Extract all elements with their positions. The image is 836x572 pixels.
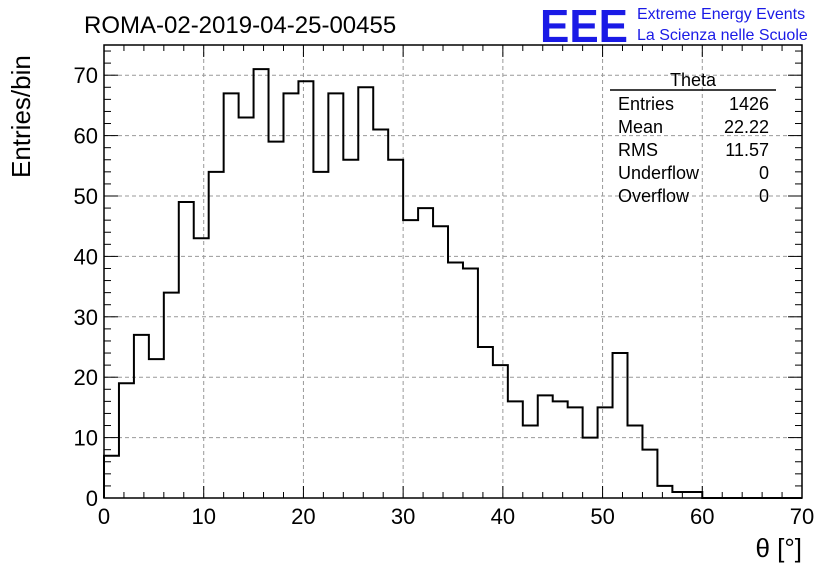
logo-line-2: La Scienza nelle Scuole: [637, 27, 808, 44]
grid: [104, 45, 802, 498]
histogram-bin: [388, 160, 403, 498]
histogram-bin: [642, 450, 657, 498]
histogram-bin: [628, 426, 643, 498]
histogram-bin: [583, 438, 598, 498]
histogram-bin: [179, 202, 194, 498]
histogram-bin: [119, 383, 134, 498]
histogram-bin: [523, 426, 538, 498]
histogram-bin: [164, 293, 179, 498]
chart-title: ROMA-02-2019-04-25-00455: [84, 12, 396, 39]
histogram-bin: [418, 208, 433, 498]
histogram-bin: [194, 238, 209, 498]
stats-label: Overflow: [618, 186, 690, 206]
histogram-bin: [538, 395, 553, 498]
histogram-bin: [508, 401, 523, 498]
y-tick-label: 30: [74, 305, 98, 330]
histogram-bin: [657, 486, 672, 498]
y-tick-label: 60: [74, 124, 98, 149]
x-tick-label: 50: [590, 504, 614, 529]
stats-value: 0: [759, 163, 769, 183]
x-tick-label: 70: [790, 504, 814, 529]
histogram-bin: [149, 359, 164, 498]
y-tick-label: 70: [74, 63, 98, 88]
histogram-bin: [373, 130, 388, 498]
stats-label: Underflow: [618, 163, 700, 183]
y-tick-label: 10: [74, 426, 98, 451]
stats-label: Mean: [618, 117, 663, 137]
histogram-bin: [598, 407, 613, 498]
x-tick-label: 60: [690, 504, 714, 529]
stats-box-title: Theta: [670, 70, 717, 90]
histogram-bin: [343, 160, 358, 498]
histogram-bin: [553, 401, 568, 498]
histogram-bin: [224, 93, 239, 498]
histogram-bin: [328, 93, 343, 498]
histogram-bin: [463, 268, 478, 498]
x-tick-label: 30: [391, 504, 415, 529]
tick-labels: 0 10 20 30 40 50 60 70 0 10 20 30 40 50 60 70: [74, 63, 815, 529]
stats-box: Theta Entries 1426 Mean 22.22 RMS 11.57 Underf…: [610, 70, 776, 206]
histogram-bin: [493, 365, 508, 498]
y-tick-label: 0: [86, 486, 98, 511]
stats-value: 11.57: [725, 140, 769, 160]
histogram-bin: [613, 353, 628, 498]
y-axis-title: Entries/bin: [6, 55, 36, 178]
histogram-bin: [358, 87, 373, 498]
y-tick-label: 20: [74, 365, 98, 390]
histogram-bin: [403, 220, 418, 498]
histogram-bin: [448, 262, 463, 498]
x-tick-label: 40: [491, 504, 515, 529]
histogram-bin: [239, 117, 254, 498]
stats-value: 22.22: [724, 117, 769, 137]
histogram-bin: [283, 93, 298, 498]
stats-value: 0: [759, 186, 769, 206]
eee-logo-mark: EEE: [540, 0, 628, 52]
histogram-bin: [254, 69, 269, 498]
x-axis-title: θ [°]: [755, 533, 802, 563]
x-tick-label: 10: [191, 504, 215, 529]
axes: [103, 44, 803, 499]
stats-label: Entries: [618, 94, 674, 114]
histogram-bin: [433, 226, 448, 498]
x-tick-label: 20: [291, 504, 315, 529]
histogram-bin: [478, 347, 493, 498]
histogram-bin: [269, 142, 284, 498]
histogram-outline: [103, 68, 802, 499]
x-tick-label: 0: [98, 504, 110, 529]
histogram-bars: [103, 68, 802, 499]
logo-line-1: Extreme Energy Events: [637, 6, 805, 23]
stats-label: RMS: [618, 140, 658, 160]
histogram-bin: [313, 172, 328, 498]
histogram-bin: [568, 407, 583, 498]
histogram-bin: [298, 81, 313, 498]
eee-logo: EEE Extreme Energy Events La Scienza nel…: [540, 0, 808, 52]
histogram-bin: [209, 172, 224, 498]
stats-value: 1426: [729, 94, 769, 114]
plot-frame: [103, 44, 803, 499]
y-tick-label: 50: [74, 184, 98, 209]
y-tick-label: 40: [74, 244, 98, 269]
histogram-bin: [134, 335, 149, 498]
